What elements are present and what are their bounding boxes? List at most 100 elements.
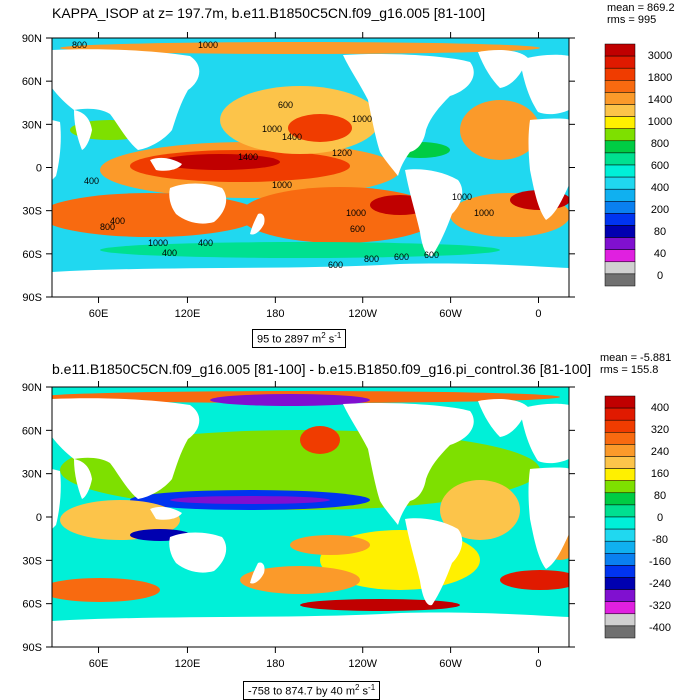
bottom-colorbar-label: 400 — [651, 402, 669, 414]
top-colorbar-swatch — [604, 92, 636, 105]
contour-label: 1000 — [272, 180, 292, 190]
bottom-colorbar-swatch — [604, 516, 636, 530]
contour-label: 1000 — [452, 192, 472, 202]
bottom-colorbar-swatch — [604, 613, 636, 627]
bottom-colorbar-swatch — [604, 589, 636, 602]
top-colorbar-label: 800 — [651, 138, 669, 150]
top-lon-label: 0 — [535, 308, 541, 320]
top-colorbar-swatch — [604, 140, 636, 154]
contour-label: 800 — [364, 254, 379, 264]
top-colorbar-swatch — [604, 176, 636, 190]
bottom-lon-label: 0 — [535, 658, 541, 670]
bottom-colorbar-swatch — [604, 577, 636, 590]
top-colorbar-label: 200 — [651, 204, 669, 216]
top-colorbar-swatch — [604, 188, 636, 202]
contour-label: 400 — [84, 176, 99, 186]
contour-label: 800 — [72, 40, 87, 50]
top-panel-rms: rms = 995 — [607, 14, 657, 26]
contour-label: 600 — [394, 252, 409, 262]
contour-label: 600 — [350, 224, 365, 234]
bottom-lon-label: 60E — [89, 658, 109, 670]
bottom-colorbar-label: 160 — [651, 468, 669, 480]
top-map: 800 1000 600 1000 1400 1000 1400 1000 12… — [51, 37, 570, 298]
top-colorbar-swatch — [604, 43, 636, 57]
bottom-colorbar-swatch — [604, 407, 636, 421]
bottom-colorbar-label: -80 — [652, 534, 668, 546]
bottom-lat-label: 30S — [22, 555, 42, 567]
top-range-exp: 2 — [321, 331, 326, 340]
bottom-map — [51, 386, 570, 648]
bottom-lat-label: 90N — [22, 382, 42, 394]
contour-label: 1200 — [332, 148, 352, 158]
top-contour-labels: 800 1000 600 1000 1400 1000 1400 1000 12… — [72, 40, 494, 270]
top-lon-label: 180 — [266, 308, 284, 320]
top-colorbar-label: 1800 — [648, 72, 672, 84]
bottom-colorbar-swatch — [604, 625, 636, 639]
top-colorbar-swatch — [604, 249, 636, 263]
top-colorbar-label: 0 — [657, 270, 663, 282]
bottom-colorbar-label: -240 — [649, 578, 671, 590]
axes-layer: 90N 60N 30N 0 30S 60S 90S 60E 120E 180 120W 60W 0 90N… — [22, 32, 575, 670]
top-colorbar-swatch — [604, 164, 636, 178]
top-colorbar-swatch — [604, 273, 636, 287]
bottom-colorbar-label: -400 — [649, 622, 671, 634]
top-range-box: 95 to 2897 m2 s-1 — [252, 329, 347, 348]
contour-label: 400 — [198, 238, 213, 248]
top-colorbar-label: 400 — [651, 182, 669, 194]
bottom-colorbar-label: -320 — [649, 600, 671, 612]
top-colorbar-label: 600 — [651, 160, 669, 172]
top-colorbar-swatch — [604, 67, 636, 81]
top-colorbar-swatch — [604, 55, 636, 69]
bottom-colorbar-label: 320 — [651, 424, 669, 436]
contour-label: 1000 — [352, 114, 372, 124]
bottom-lon-label: 180 — [266, 658, 284, 670]
bottom-lon-label: 120E — [175, 658, 201, 670]
contour-label: 800 — [100, 222, 115, 232]
bottom-panel-title: b.e11.B1850C5CN.f09_g16.005 [81-100] - b… — [52, 361, 592, 377]
contour-label: 600 — [328, 260, 343, 270]
bottom-lon-label: 120W — [348, 658, 377, 670]
colorbar-layer: 3000180014001000800600400200804004003202… — [604, 43, 672, 639]
bottom-colorbar-swatch — [604, 504, 636, 518]
top-lat-label: 30S — [22, 206, 42, 218]
top-colorbar-swatch — [604, 261, 636, 275]
contour-label: 1400 — [282, 132, 302, 142]
bottom-colorbar-swatch — [604, 492, 636, 506]
bottom-lat-label: 60S — [22, 599, 42, 611]
bottom-lat-label: 0 — [36, 512, 42, 524]
top-lat-label: 60S — [22, 249, 42, 261]
top-lat-label: 60N — [22, 76, 42, 88]
top-lon-label: 120E — [175, 308, 201, 320]
bottom-colorbar-label: 80 — [654, 490, 666, 502]
bottom-colorbar-swatch — [604, 432, 636, 445]
bottom-range-text: -758 to 874.7 by 40 m — [248, 685, 356, 698]
top-colorbar-swatch — [604, 80, 636, 93]
bottom-colorbar-swatch — [604, 601, 636, 615]
bottom-colorbar-swatch — [604, 540, 636, 554]
bottom-lat-label: 60N — [22, 425, 42, 437]
top-lat-label: 0 — [36, 163, 42, 175]
bottom-colorbar-swatch — [604, 468, 636, 481]
bottom-lon-label: 60W — [439, 658, 462, 670]
bottom-colorbar-swatch — [604, 395, 636, 409]
top-lat-label: 30N — [22, 119, 42, 131]
contour-label: 600 — [424, 250, 439, 260]
top-colorbar-swatch — [604, 225, 636, 238]
top-colorbar-label: 1400 — [648, 94, 672, 106]
top-lat-label: 90S — [22, 292, 42, 304]
top-lon-label: 60W — [439, 308, 462, 320]
contour-label: 400 — [162, 248, 177, 258]
top-lat-label: 90N — [22, 33, 42, 45]
top-colorbar-swatch — [604, 104, 636, 117]
contour-label: 1000 — [198, 40, 218, 50]
top-lon-label: 60E — [89, 308, 109, 320]
bottom-colorbar-swatch — [604, 419, 636, 433]
bottom-colorbar-swatch — [604, 528, 636, 542]
top-colorbar-swatch — [604, 116, 636, 129]
top-colorbar-swatch — [604, 152, 636, 166]
contour-label: 400 — [110, 216, 125, 226]
top-range-unit-exp: -1 — [334, 331, 342, 340]
bottom-colorbar-swatch — [604, 456, 636, 469]
bottom-panel-rms: rms = 155.8 — [600, 364, 659, 376]
